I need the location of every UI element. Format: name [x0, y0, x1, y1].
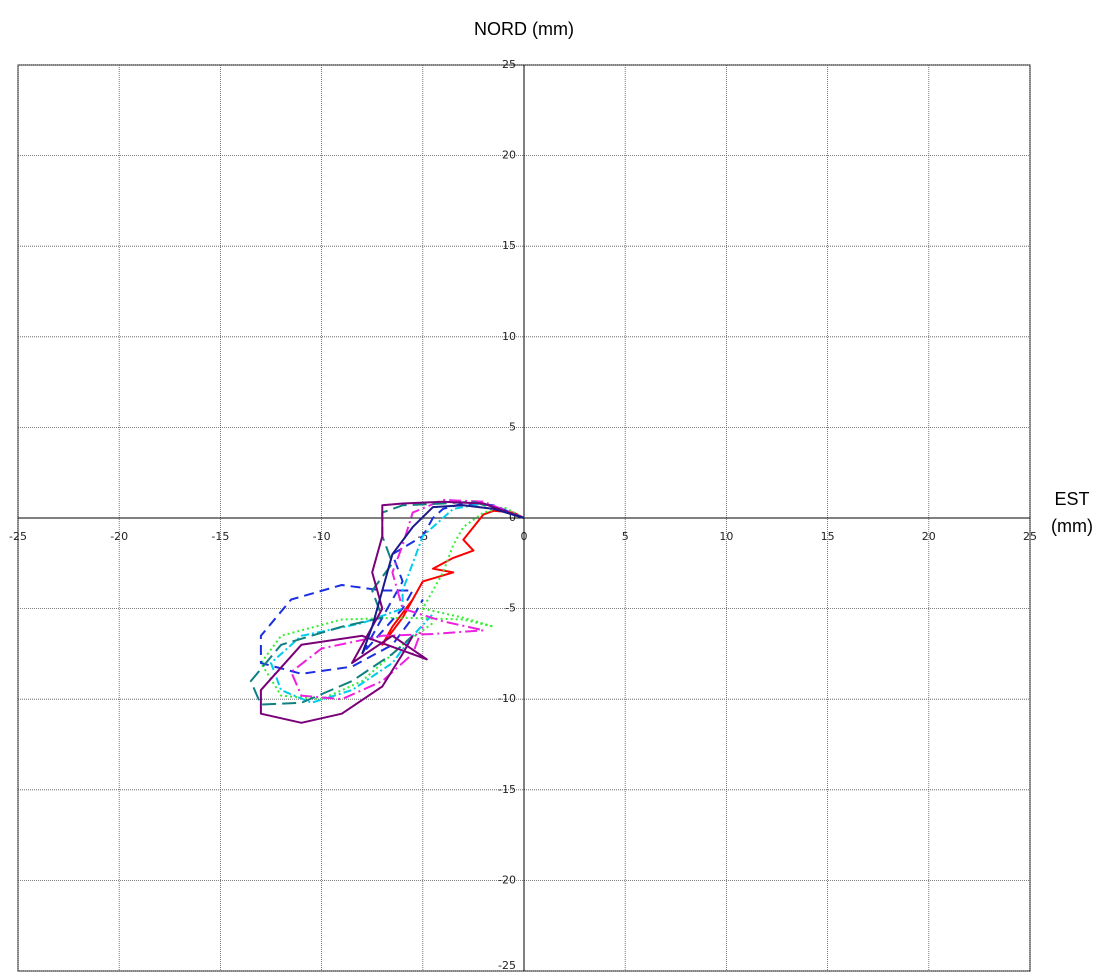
- series-line: [361, 504, 525, 655]
- x-axis-label: (mm): [1051, 516, 1093, 536]
- x-tick-label: -15: [211, 530, 229, 543]
- x-tick-label: 5: [622, 530, 629, 543]
- series-line: [259, 502, 525, 675]
- x-tick-label: 10: [719, 530, 733, 543]
- x-tick-label: 15: [821, 530, 835, 543]
- series-line: [270, 502, 525, 704]
- series-line: [249, 500, 525, 706]
- x-axis-label: EST: [1054, 489, 1089, 509]
- series-line: [290, 498, 525, 701]
- y-tick-label: 25: [502, 58, 516, 71]
- x-tick-label: -10: [313, 530, 331, 543]
- series-line: [381, 509, 525, 646]
- x-tick-label: 25: [1023, 530, 1037, 543]
- series-line: [259, 500, 525, 724]
- y-tick-label: 20: [502, 149, 516, 162]
- y-tick-label: 10: [502, 330, 516, 343]
- y-tick-label: -15: [498, 783, 516, 796]
- y-tick-label: 5: [509, 420, 516, 433]
- y-tick-label: -20: [498, 873, 516, 886]
- x-tick-label: 20: [922, 530, 936, 543]
- x-tick-label: -25: [9, 530, 27, 543]
- chart-title: NORD (mm): [474, 19, 574, 39]
- y-tick-label: -10: [498, 692, 516, 705]
- y-tick-label: -5: [505, 602, 516, 615]
- y-tick-label: 15: [502, 239, 516, 252]
- x-tick-label: -20: [110, 530, 128, 543]
- y-tick-label: -25: [498, 959, 516, 972]
